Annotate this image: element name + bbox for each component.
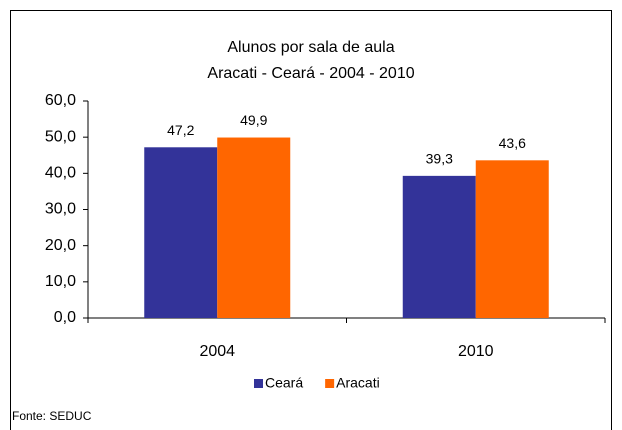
y-tick-label: 30,0 [45, 201, 76, 218]
y-tick-label: 0,0 [54, 309, 76, 326]
legend-swatch [254, 379, 263, 388]
chart-subtitle: Aracati - Ceará - 2004 - 2010 [207, 65, 414, 82]
bar [475, 160, 549, 318]
y-tick-label: 50,0 [45, 128, 76, 145]
y-tick-label: 40,0 [45, 165, 76, 182]
y-tick-label: 20,0 [45, 237, 76, 254]
source: Fonte: SEDUC [12, 409, 92, 423]
bar [144, 147, 218, 318]
bar [217, 137, 291, 318]
value-label: 39,3 [426, 151, 453, 167]
bar [402, 175, 476, 318]
x-tick-label: 2010 [458, 343, 494, 360]
value-label: 43,6 [499, 135, 526, 151]
y-tick-label: 10,0 [45, 273, 76, 290]
value-label: 49,9 [240, 112, 267, 128]
legend-label: Ceará [265, 375, 303, 391]
chart-title: Alunos por sala de aula [227, 39, 394, 56]
legend-label: Aracati [336, 375, 380, 391]
legend-swatch [325, 379, 335, 388]
x-tick-label: 2004 [199, 343, 235, 360]
y-tick-label: 60,0 [45, 92, 76, 109]
value-label: 47,2 [167, 122, 194, 138]
